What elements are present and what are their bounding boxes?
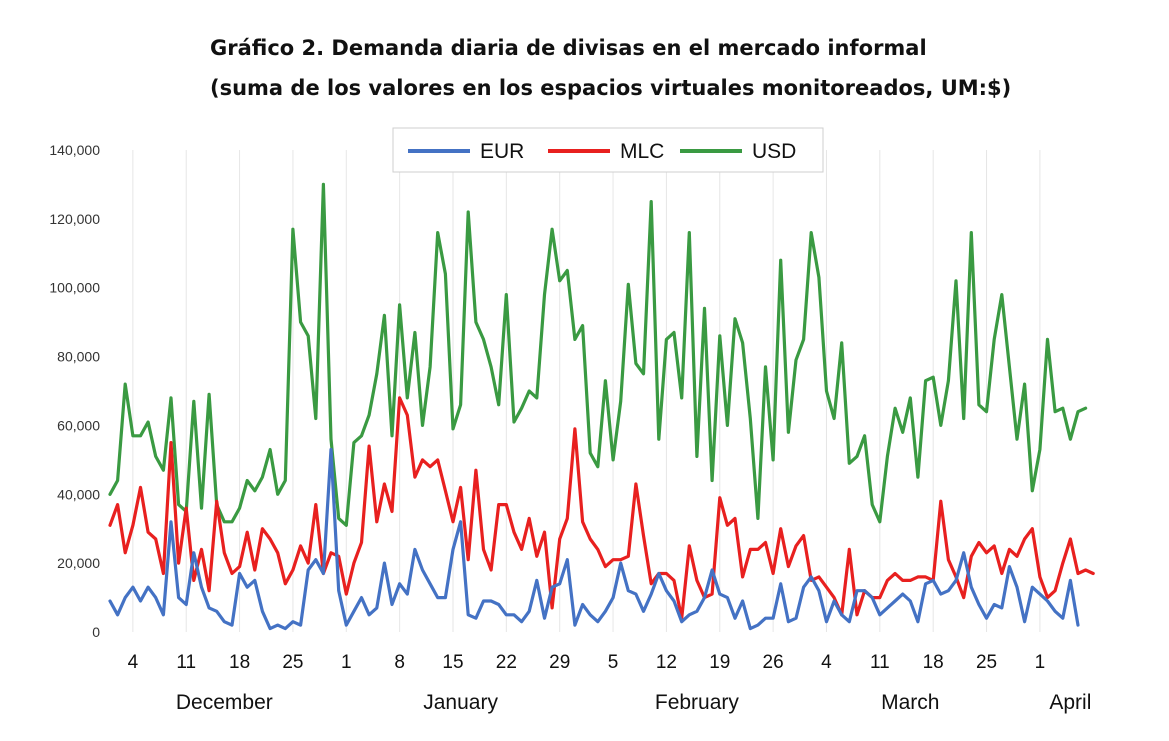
- x-tick-label: 4: [821, 652, 832, 673]
- chart-title: Gráfico 2. Demanda diaria de divisas en …: [210, 36, 927, 60]
- legend-label-mlc: MLC: [620, 140, 664, 163]
- x-tick-label: 18: [923, 652, 944, 673]
- y-tick-label: 140,000: [49, 142, 100, 158]
- x-tick-label: 26: [763, 652, 784, 673]
- y-tick-label: 120,000: [49, 211, 100, 227]
- month-label: March: [881, 691, 939, 714]
- legend-label-usd: USD: [752, 140, 796, 163]
- y-tick-label: 100,000: [49, 280, 100, 296]
- month-label: April: [1049, 691, 1091, 714]
- x-tick-label: 1: [341, 652, 352, 673]
- month-labels: December January February March April: [176, 691, 1091, 714]
- x-tick-label: 11: [176, 652, 196, 673]
- x-tick-label: 22: [496, 652, 517, 673]
- y-axis: 0 20,000 40,000 60,000 80,000 100,000 120,000 1…: [49, 142, 100, 640]
- y-tick-label: 40,000: [57, 486, 100, 502]
- x-tick-label: 29: [549, 652, 570, 673]
- y-tick-label: 80,000: [57, 349, 100, 365]
- x-tick-label: 18: [229, 652, 250, 673]
- legend-label-eur: EUR: [480, 140, 524, 163]
- x-tick-label: 4: [128, 652, 139, 673]
- month-label: February: [655, 691, 740, 714]
- x-tick-label: 8: [394, 652, 405, 673]
- series-line-eur: [108, 447, 1080, 631]
- y-tick-label: 20,000: [57, 555, 100, 571]
- x-tick-label: 25: [976, 652, 997, 673]
- month-label: January: [423, 691, 498, 714]
- x-axis: 4 11 18 25 1 8 15 22 29 5 12 19 26 4 11 18 25 1: [128, 652, 1046, 673]
- x-tick-label: 15: [442, 652, 463, 673]
- chart-subtitle: (suma de los valores en los espacios vir…: [210, 76, 1012, 100]
- legend: EUR MLC USD: [392, 127, 824, 173]
- month-label: December: [176, 691, 273, 714]
- y-tick-label: 0: [92, 624, 100, 640]
- y-tick-label: 60,000: [57, 417, 100, 433]
- x-tick-label: 25: [282, 652, 303, 673]
- series-line-usd: [108, 182, 1088, 527]
- series-lines: [108, 182, 1095, 631]
- x-tick-label: 12: [656, 652, 677, 673]
- x-tick-label: 11: [870, 652, 890, 673]
- x-tick-label: 19: [709, 652, 730, 673]
- series-line-mlc: [108, 396, 1095, 620]
- x-tick-label: 1: [1035, 652, 1046, 673]
- x-tick-label: 5: [608, 652, 619, 673]
